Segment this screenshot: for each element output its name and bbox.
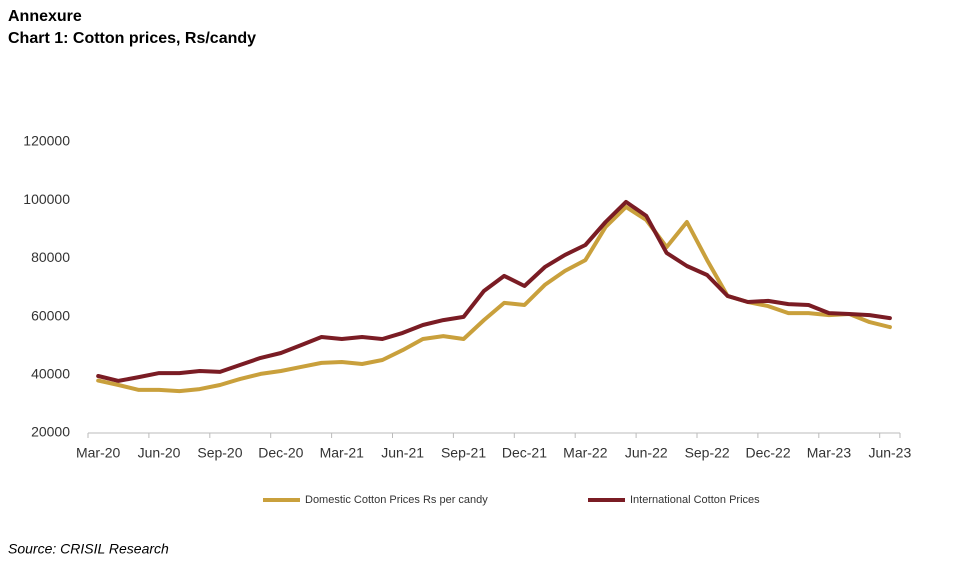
x-tick-label: Dec-22 <box>745 445 790 461</box>
x-tick-label: Jun-23 <box>868 445 911 461</box>
y-tick-label: 60000 <box>31 307 70 323</box>
legend-label: Domestic Cotton Prices Rs per candy <box>305 494 488 506</box>
x-tick-label: Sep-21 <box>441 445 486 461</box>
x-tick-label: Mar-20 <box>76 445 121 461</box>
y-tick-label: 120000 <box>23 133 70 149</box>
page-header: Annexure <box>8 8 82 25</box>
x-tick-label: Jun-20 <box>138 445 181 461</box>
x-tick-label: Jun-22 <box>625 445 668 461</box>
x-tick-label: Sep-22 <box>685 445 730 461</box>
x-tick-label: Mar-23 <box>807 445 852 461</box>
x-tick-label: Mar-21 <box>320 445 365 461</box>
x-tick-label: Dec-21 <box>502 445 547 461</box>
y-tick-label: 80000 <box>31 249 70 265</box>
source: Source: CRISIL Research <box>8 541 169 557</box>
y-tick-label: 20000 <box>31 424 70 440</box>
legend-label: International Cotton Prices <box>630 494 760 506</box>
y-tick-label: 100000 <box>23 191 70 207</box>
series-line <box>96 199 892 383</box>
series-line <box>96 204 892 394</box>
x-tick-label: Jun-21 <box>381 445 424 461</box>
x-tick-label: Mar-22 <box>563 445 608 461</box>
x-tick-label: Dec-20 <box>258 445 303 461</box>
y-tick-label: 40000 <box>31 366 70 382</box>
x-tick-label: Sep-20 <box>197 445 242 461</box>
chart-title: Chart 1: Cotton prices, Rs/candy <box>8 30 256 47</box>
